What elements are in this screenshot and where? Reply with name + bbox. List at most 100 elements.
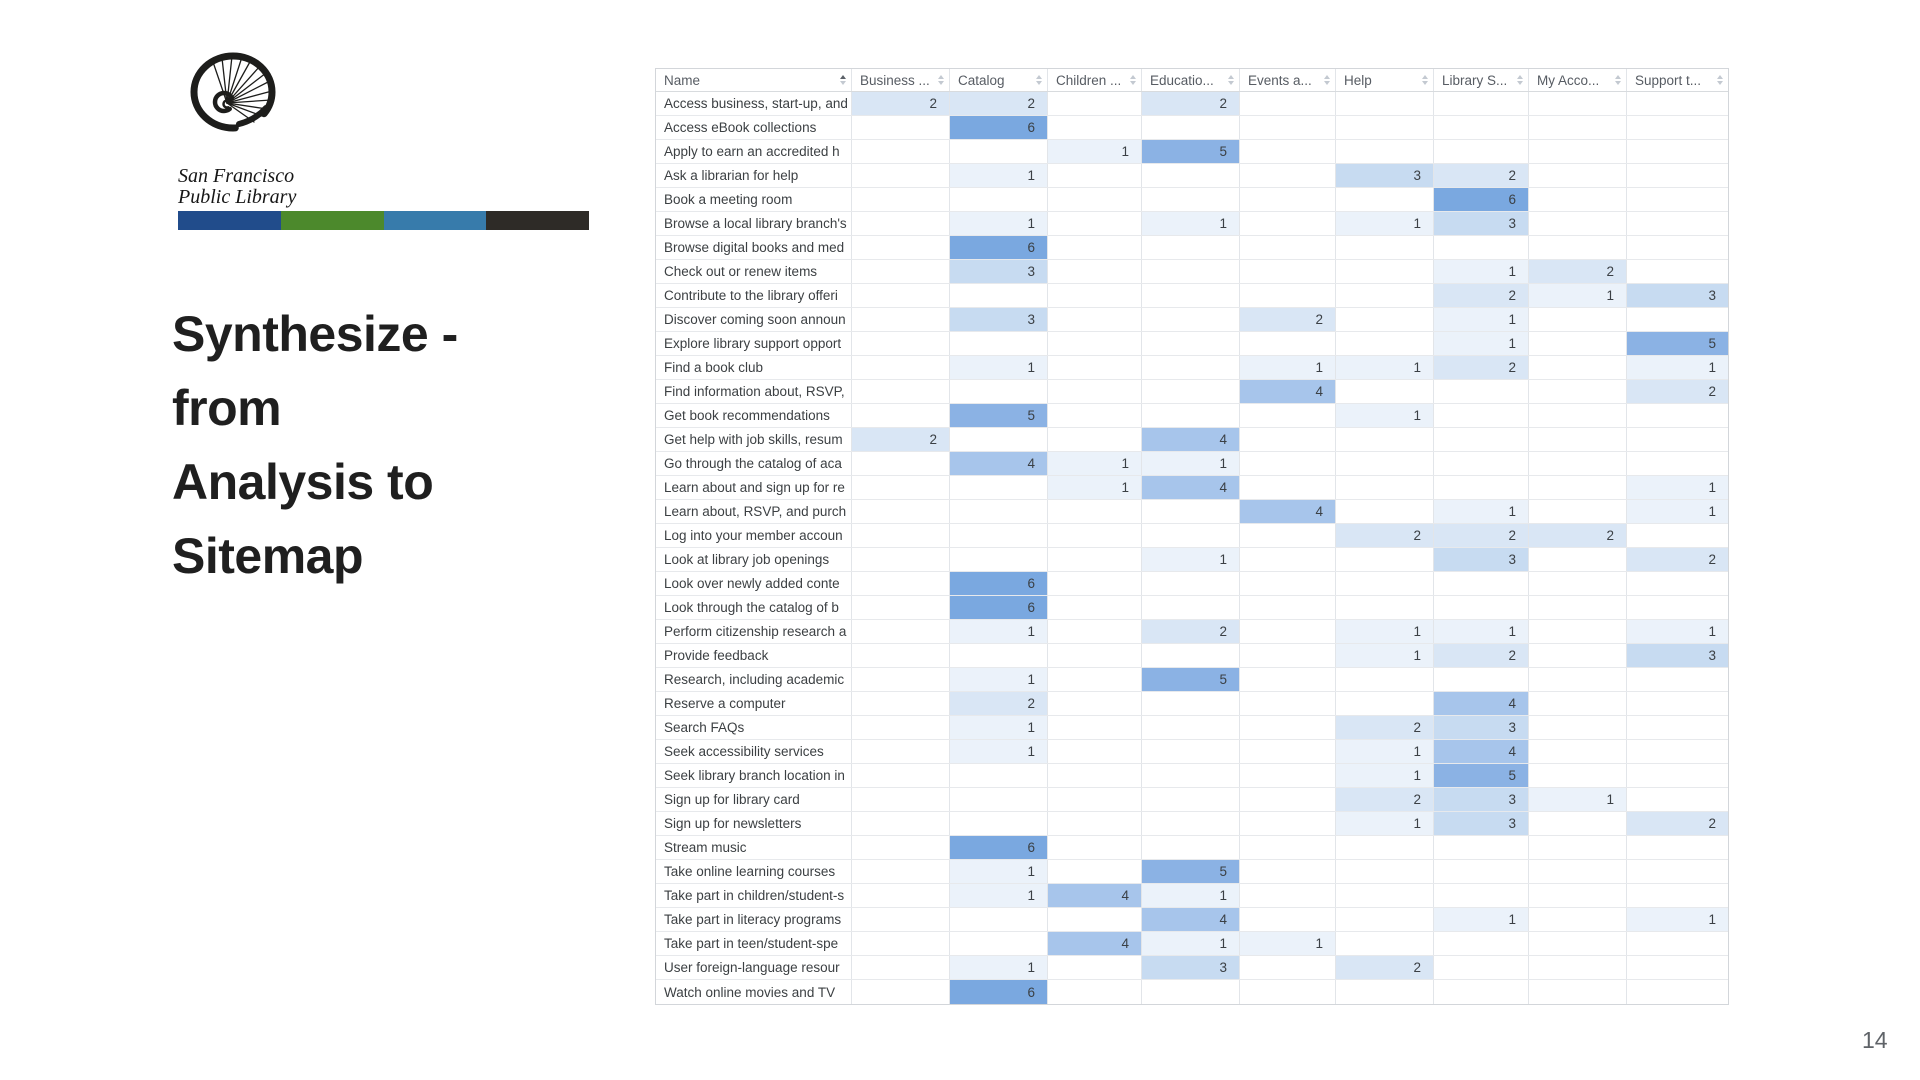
value-cell: [1529, 668, 1627, 691]
value-cell: 2: [1434, 356, 1529, 379]
value-cell: [1142, 596, 1240, 619]
column-header-events[interactable]: Events a...: [1240, 69, 1336, 91]
row-name-cell: Apply to earn an accredited h: [656, 140, 852, 163]
value-cell: [1434, 476, 1529, 499]
value-cell: [852, 308, 950, 331]
value-cell: [1529, 644, 1627, 667]
value-cell: [950, 380, 1048, 403]
value-cell: [1434, 404, 1529, 427]
value-cell: [1240, 812, 1336, 835]
value-cell: [1529, 476, 1627, 499]
value-cell: [852, 932, 950, 955]
value-cell: [1142, 356, 1240, 379]
table-row: Find information about, RSVP, 4 2: [656, 380, 1728, 404]
value-cell: [1529, 716, 1627, 739]
column-header-help[interactable]: Help: [1336, 69, 1434, 91]
table-row: Stream music 6: [656, 836, 1728, 860]
column-header-support[interactable]: Support t...: [1627, 69, 1728, 91]
value-cell: 2: [950, 92, 1048, 115]
value-cell: 6: [950, 836, 1048, 859]
column-header-library-services[interactable]: Library S...: [1434, 69, 1529, 91]
value-cell: 6: [1434, 188, 1529, 211]
column-header-catalog[interactable]: Catalog: [950, 69, 1048, 91]
table-row: Take part in literacy programs 4 1 1: [656, 908, 1728, 932]
value-cell: [1240, 716, 1336, 739]
column-header-children[interactable]: Children ...: [1048, 69, 1142, 91]
value-cell: [950, 644, 1048, 667]
value-cell: [1627, 932, 1728, 955]
table-row: User foreign-language resour 1 3 2: [656, 956, 1728, 980]
column-header-my-account[interactable]: My Acco...: [1529, 69, 1627, 91]
column-header-business[interactable]: Business ...: [852, 69, 950, 91]
value-cell: [1529, 620, 1627, 643]
value-cell: 3: [950, 260, 1048, 283]
column-header-label: Catalog: [958, 72, 1005, 88]
value-cell: [1627, 452, 1728, 475]
value-cell: 1: [950, 956, 1048, 979]
value-cell: [950, 188, 1048, 211]
value-cell: 2: [1627, 812, 1728, 835]
value-cell: [1529, 332, 1627, 355]
sort-icon: [840, 75, 846, 85]
table-row: Look over newly added conte 6: [656, 572, 1728, 596]
row-name-cell: Discover coming soon announ: [656, 308, 852, 331]
value-cell: [1240, 644, 1336, 667]
row-name-cell: Find information about, RSVP,: [656, 380, 852, 403]
value-cell: 1: [950, 356, 1048, 379]
value-cell: [1529, 692, 1627, 715]
value-cell: 2: [1434, 284, 1529, 307]
value-cell: [1627, 740, 1728, 763]
row-name-cell: Check out or renew items: [656, 260, 852, 283]
table-row: Explore library support opport 1 5: [656, 332, 1728, 356]
value-cell: [1529, 140, 1627, 163]
column-header-name[interactable]: Name: [656, 69, 852, 91]
value-cell: [1048, 524, 1142, 547]
row-name-cell: Take part in literacy programs: [656, 908, 852, 931]
sort-icon: [1422, 75, 1428, 85]
logo-wordmark: San Francisco Public Library: [178, 166, 398, 208]
value-cell: [1627, 116, 1728, 139]
value-cell: [1336, 836, 1434, 859]
value-cell: [1336, 452, 1434, 475]
value-cell: [852, 956, 950, 979]
value-cell: [852, 620, 950, 643]
value-cell: 1: [1336, 212, 1434, 235]
column-header-education[interactable]: Educatio...: [1142, 69, 1240, 91]
accent-bar-segment-steelblue: [383, 211, 487, 230]
value-cell: 1: [950, 740, 1048, 763]
value-cell: [1336, 884, 1434, 907]
value-cell: [852, 692, 950, 715]
value-cell: 2: [1434, 164, 1529, 187]
value-cell: 1: [1627, 476, 1728, 499]
value-cell: [1142, 236, 1240, 259]
value-cell: [1048, 404, 1142, 427]
value-cell: [852, 716, 950, 739]
accent-bar: [178, 211, 589, 230]
value-cell: [1529, 92, 1627, 115]
value-cell: [1048, 548, 1142, 571]
value-cell: 1: [1240, 356, 1336, 379]
value-cell: [1529, 212, 1627, 235]
value-cell: 1: [950, 716, 1048, 739]
sort-icon: [1228, 75, 1234, 85]
value-cell: [1627, 836, 1728, 859]
value-cell: [1529, 908, 1627, 931]
value-cell: 4: [950, 452, 1048, 475]
value-cell: [1529, 428, 1627, 451]
value-cell: [1142, 764, 1240, 787]
value-cell: [1048, 836, 1142, 859]
sort-icon: [1130, 75, 1136, 85]
value-cell: [1240, 524, 1336, 547]
row-name-cell: Learn about and sign up for re: [656, 476, 852, 499]
row-name-cell: Watch online movies and TV: [656, 980, 852, 1004]
value-cell: [1336, 332, 1434, 355]
value-cell: 5: [1142, 140, 1240, 163]
value-cell: [1336, 284, 1434, 307]
value-cell: [1048, 116, 1142, 139]
value-cell: 3: [1336, 164, 1434, 187]
value-cell: [1529, 572, 1627, 595]
value-cell: [1529, 452, 1627, 475]
value-cell: 4: [1142, 428, 1240, 451]
value-cell: [1240, 788, 1336, 811]
